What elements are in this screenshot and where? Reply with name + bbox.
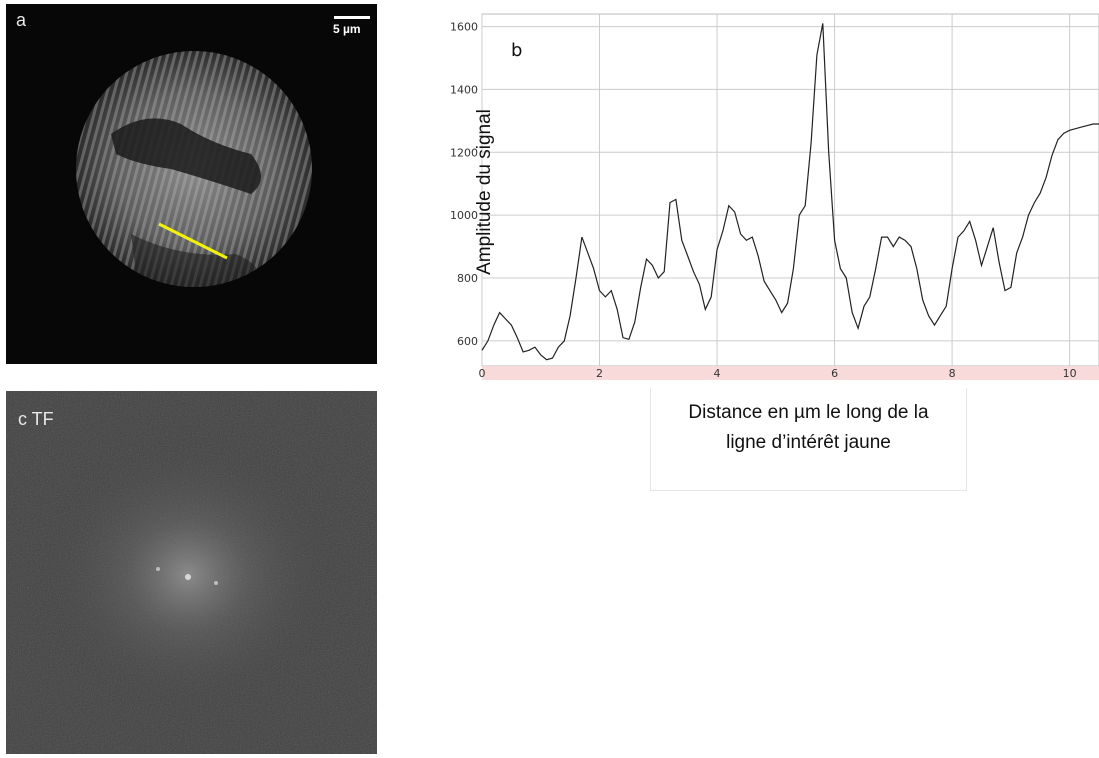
x-tick-label: 2 xyxy=(596,367,603,380)
y-tick-label: 800 xyxy=(457,272,478,285)
x-axis-band xyxy=(482,366,1099,380)
panel-c-fourier-spectrum xyxy=(6,391,377,754)
y-tick-label: 1000 xyxy=(450,209,478,222)
y-axis-label: Amplitude du signal xyxy=(474,109,495,275)
x-axis-label: Distance en µm le long de la ligne d’int… xyxy=(651,398,966,458)
y-tick-label: 1600 xyxy=(450,21,478,34)
y-tick-label: 600 xyxy=(457,335,478,348)
panel-c-label: c TF xyxy=(18,409,54,429)
side-peak-right xyxy=(214,581,218,585)
x-axis-label-box: Distance en µm le long de la ligne d’int… xyxy=(650,388,967,491)
y-tick-label: 1200 xyxy=(450,146,478,159)
profile-chart: 600 800 1000 1200 1400 1600 0 2 4 6 8 10 b xyxy=(444,10,1099,392)
panel-b-label: b xyxy=(511,40,522,61)
series-line xyxy=(481,23,1099,361)
y-tick-label: 1400 xyxy=(450,83,478,96)
x-tick-label: 4 xyxy=(714,367,721,380)
scale-bar xyxy=(334,16,370,19)
scale-bar-label: 5 µm xyxy=(333,22,361,36)
yellow-line-of-interest xyxy=(158,222,228,260)
panel-a-image: a 5 µm xyxy=(6,4,377,364)
x-tick-label: 8 xyxy=(949,367,956,380)
x-tick-label: 6 xyxy=(831,367,838,380)
plot-area xyxy=(481,13,1099,367)
dark-cell-region xyxy=(111,118,261,194)
side-peak-left xyxy=(156,567,160,571)
panel-c-fourier-image: c TF xyxy=(6,391,377,754)
x-axis-label-line-2: ligne d’intérêt jaune xyxy=(726,432,891,453)
panel-a-label: a xyxy=(16,10,27,30)
x-tick-label: 10 xyxy=(1063,367,1077,380)
central-peak xyxy=(185,574,191,580)
dark-cell-region-lower xyxy=(131,234,261,287)
x-tick-label: 0 xyxy=(479,367,486,380)
panel-a-micrograph xyxy=(76,51,312,287)
profile-chart-svg: 600 800 1000 1200 1400 1600 0 2 4 6 8 10 b xyxy=(450,13,1099,380)
x-axis-label-line-1: Distance en µm le long de la xyxy=(688,402,929,423)
